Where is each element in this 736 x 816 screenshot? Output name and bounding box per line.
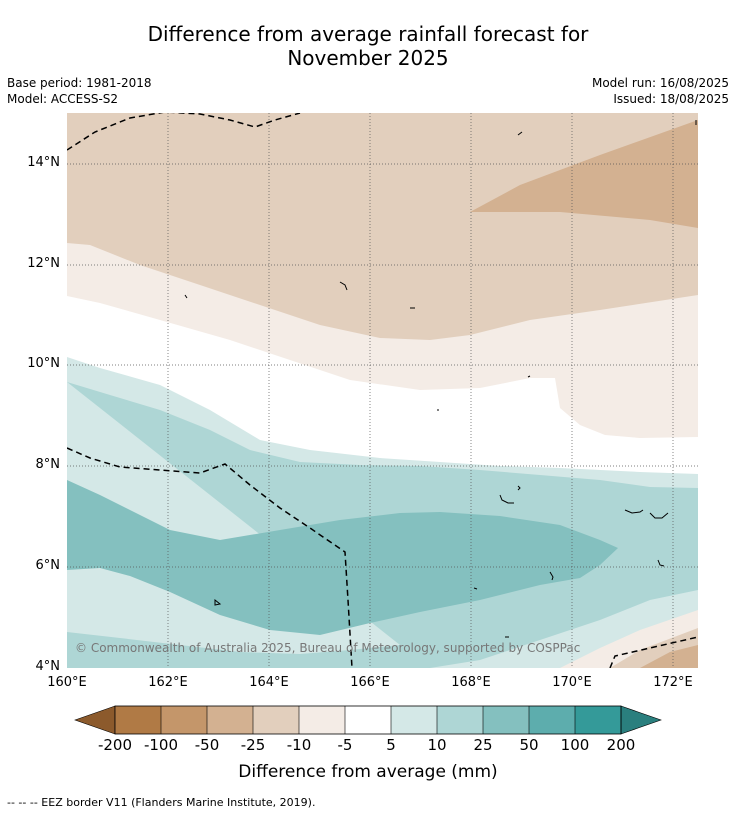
lon-label-162e: 162°E <box>148 675 188 690</box>
model-run: Model run: 16/08/2025 <box>591 76 729 90</box>
lon-label-170e: 170°E <box>552 675 592 690</box>
title-line-2: November 2025 <box>287 46 449 70</box>
fill-dry-corner-3 <box>640 645 698 668</box>
meta-right: Model run: 16/08/2025 Issued: 18/08/2025 <box>592 75 729 107</box>
colorbar-tick: -100 <box>143 736 179 754</box>
colorbar <box>74 705 662 735</box>
colorbar-segment <box>437 706 483 734</box>
colorbar-segment <box>575 706 621 734</box>
colorbar-tick: 25 <box>473 736 493 754</box>
lon-label-168e: 168°E <box>451 675 491 690</box>
colorbar-tick: -25 <box>240 736 266 754</box>
lon-label-166e: 166°E <box>350 675 390 690</box>
colorbar-segment <box>115 706 161 734</box>
colorbar-low-extension <box>74 705 116 735</box>
colorbar-dividers <box>160 706 576 734</box>
lon-label-160e: 160°E <box>47 675 87 690</box>
model-name: Model: ACCESS-S2 <box>7 92 119 106</box>
colorbar-high-extension <box>620 705 662 735</box>
colorbar-segment <box>345 706 391 734</box>
fill-dry-50 <box>470 120 698 228</box>
colorbar-tick: -200 <box>97 736 133 754</box>
lat-label-12n: 12°N <box>27 256 60 271</box>
lat-label-6n: 6°N <box>35 558 61 573</box>
issued-date: Issued: 18/08/2025 <box>613 92 729 106</box>
colorbar-segment <box>161 706 207 734</box>
colorbar-tick: -5 <box>337 736 353 754</box>
colorbar-tick: 50 <box>519 736 539 754</box>
meta-left: Base period: 1981-2018 Model: ACCESS-S2 <box>7 75 152 107</box>
lat-label-14n: 14°N <box>27 155 60 170</box>
lon-label-172e: 172°E <box>653 675 693 690</box>
colorbar-title: Difference from average (mm) <box>238 762 498 782</box>
colorbar-segment <box>253 706 299 734</box>
lat-label-10n: 10°N <box>27 356 60 371</box>
base-period: Base period: 1981-2018 <box>7 76 152 90</box>
colorbar-segment <box>299 706 345 734</box>
title-line-1: Difference from average rainfall forecas… <box>147 22 589 46</box>
colorbar-segment <box>391 706 437 734</box>
colorbar-tick: 10 <box>427 736 447 754</box>
map-title: Difference from average rainfall forecas… <box>0 22 736 70</box>
colorbar-tick: 200 <box>606 736 636 754</box>
colorbar-segment <box>483 706 529 734</box>
map-fill-layers <box>67 113 698 668</box>
colorbar-tick: 100 <box>560 736 590 754</box>
colorbar-segment <box>529 706 575 734</box>
lon-label-164e: 164°E <box>249 675 289 690</box>
eez-footnote: -- -- -- EEZ border V11 (Flanders Marine… <box>7 796 316 809</box>
colorbar-tick: 5 <box>386 736 396 754</box>
colorbar-tick: -10 <box>286 736 312 754</box>
eez-borders <box>67 113 698 668</box>
colorbar-segment <box>207 706 253 734</box>
fill-wet-25 <box>67 480 618 635</box>
map-gridlines <box>67 113 698 668</box>
colorbar-border <box>114 705 622 735</box>
lat-label-4n: 4°N <box>35 659 61 674</box>
copyright-notice: © Commonwealth of Australia 2025, Bureau… <box>75 641 581 655</box>
colorbar-tick: -50 <box>194 736 220 754</box>
lat-label-8n: 8°N <box>35 457 61 472</box>
island-outlines <box>184 120 697 638</box>
